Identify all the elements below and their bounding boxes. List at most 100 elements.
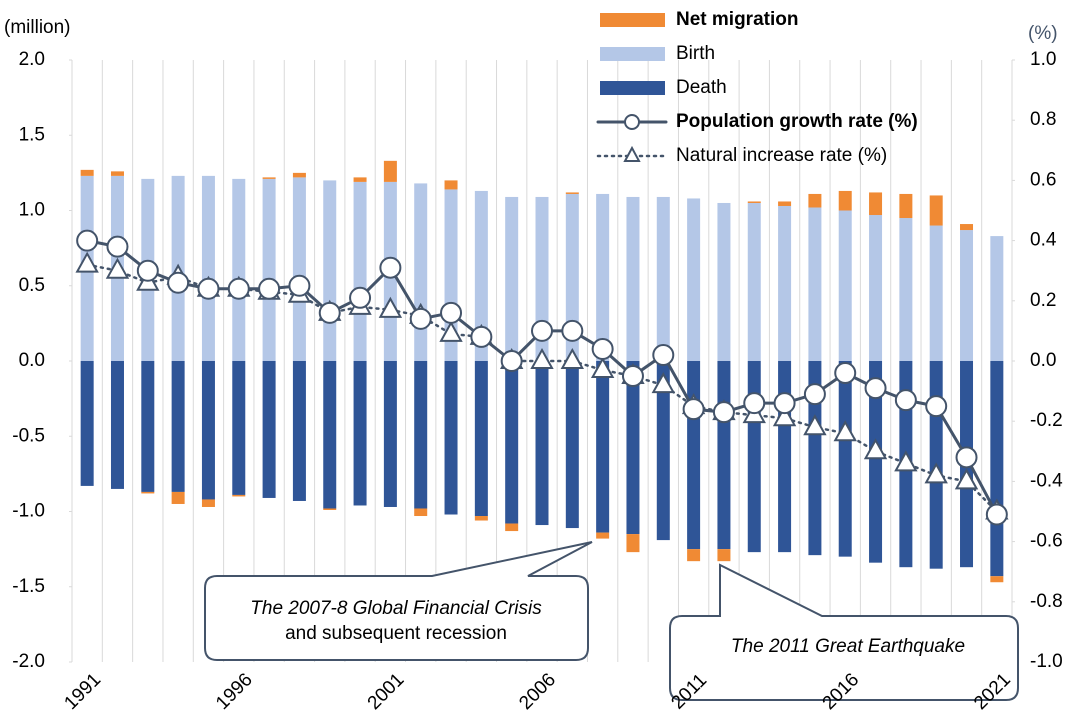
bar <box>474 361 488 517</box>
bar <box>292 177 306 361</box>
marker <box>227 277 250 300</box>
bar <box>353 361 367 506</box>
marker <box>955 446 978 469</box>
bar <box>838 210 852 361</box>
marker <box>773 392 796 415</box>
bar <box>414 361 428 509</box>
annotation-text: and subsequent recession <box>285 623 507 644</box>
marker <box>75 251 99 273</box>
x-tick-label: 2001 <box>364 669 409 714</box>
bar <box>474 516 488 521</box>
y-tick-label: -1.5 <box>12 576 45 597</box>
bar <box>656 361 670 541</box>
bar <box>535 196 549 361</box>
marker <box>682 398 705 421</box>
legend-label: Natural increase rate (%) <box>676 145 887 166</box>
marker <box>652 343 675 366</box>
bar <box>565 361 579 529</box>
y-tick-label: -1.0 <box>12 501 45 522</box>
marker <box>318 301 341 324</box>
marker <box>894 389 917 412</box>
y2-tick-label: 0.4 <box>1030 230 1057 251</box>
x-tick-label: 1991 <box>60 669 105 714</box>
bar <box>747 361 761 553</box>
bar <box>990 576 1004 583</box>
bar <box>899 193 913 219</box>
marker <box>197 277 220 300</box>
bar <box>505 196 519 361</box>
legend-swatch <box>600 13 665 27</box>
bar <box>201 175 215 361</box>
marker <box>167 271 190 294</box>
x-tick-label: 1996 <box>212 669 257 714</box>
y2-tick-label: -1.0 <box>1030 651 1063 672</box>
bar <box>474 190 488 361</box>
bar <box>232 361 246 495</box>
marker <box>712 401 735 424</box>
marker <box>531 319 553 342</box>
marker <box>834 362 857 385</box>
bar <box>262 178 276 361</box>
legend-marker <box>624 114 640 130</box>
bar <box>656 196 670 361</box>
bar <box>808 361 822 556</box>
marker <box>621 365 644 388</box>
marker <box>803 414 827 436</box>
bar <box>778 205 792 361</box>
marker <box>803 383 826 406</box>
marker <box>591 337 614 360</box>
y-tick-label: 2.0 <box>19 49 45 70</box>
bar <box>383 361 397 507</box>
bar <box>990 236 1004 361</box>
bar <box>201 499 215 507</box>
marker <box>530 347 554 369</box>
annotation-text: The 2007-8 Global Financial Crisis <box>250 598 542 619</box>
bar <box>596 193 610 361</box>
bar <box>869 192 883 216</box>
bar <box>960 224 974 231</box>
bar <box>869 361 883 563</box>
marker <box>985 503 1008 526</box>
bar <box>414 508 428 517</box>
bar <box>626 196 640 361</box>
marker <box>772 405 797 427</box>
annotation-text: The 2011 Great Earthquake <box>731 636 965 657</box>
marker <box>743 392 766 415</box>
marker <box>924 462 948 484</box>
callout: The 2007-8 Global Financial Crisis and s… <box>204 541 593 661</box>
bar <box>717 202 731 361</box>
callout-box <box>204 541 593 661</box>
y-tick-label: 1.5 <box>19 124 45 145</box>
y2-tick-label: 0.2 <box>1030 290 1056 311</box>
marker <box>833 420 857 442</box>
marker <box>136 259 159 282</box>
marker <box>106 235 129 258</box>
bar <box>747 202 761 361</box>
bar <box>383 160 397 182</box>
marker <box>500 350 523 372</box>
bar <box>687 361 701 550</box>
bar <box>292 361 306 501</box>
marker <box>561 319 584 342</box>
marker <box>379 256 402 279</box>
bar <box>201 361 215 500</box>
bar <box>778 361 792 553</box>
bar <box>717 361 731 550</box>
bar <box>535 361 549 526</box>
y-tick-label: 0.0 <box>19 350 45 371</box>
bar <box>262 361 276 498</box>
y2-tick-label: 0.0 <box>1030 350 1056 371</box>
y2-tick-label: 0.8 <box>1030 109 1056 130</box>
bar <box>687 198 701 361</box>
bar <box>353 181 367 361</box>
y2-tick-label: 0.6 <box>1030 169 1056 190</box>
bar <box>171 491 185 504</box>
legend-label: Death <box>676 77 727 98</box>
marker <box>590 356 615 379</box>
y-tick-label: 0.5 <box>19 275 45 296</box>
legend-label: Net migration <box>676 9 798 30</box>
marker <box>560 347 585 369</box>
bar <box>990 361 1004 577</box>
bar <box>80 361 94 486</box>
